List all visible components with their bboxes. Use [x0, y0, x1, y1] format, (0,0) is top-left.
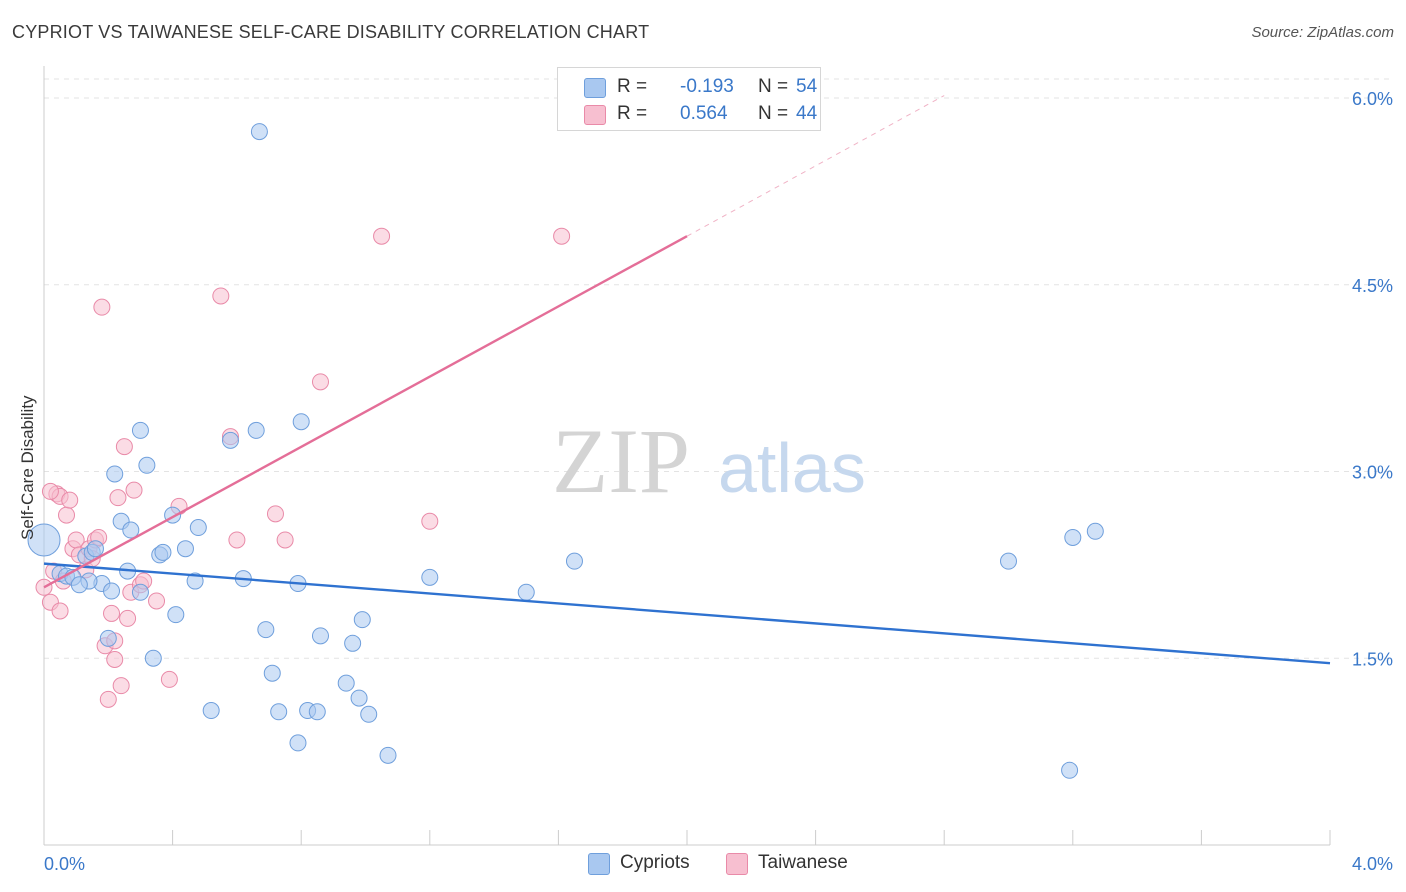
- data-point-taiwanese: [276, 531, 294, 549]
- data-point-cypriots: [263, 664, 281, 682]
- data-point-cypriots: [350, 689, 368, 707]
- data-point-taiwanese: [228, 531, 246, 549]
- legend-label-cypriots: Cypriots: [620, 852, 690, 873]
- data-point-taiwanese: [99, 690, 117, 708]
- legend-r-value: -0.193: [680, 76, 734, 97]
- data-point-taiwanese: [212, 287, 230, 305]
- data-point-taiwanese: [109, 489, 127, 507]
- y-tick-label: 3.0%: [1352, 463, 1393, 483]
- data-point-cypriots: [167, 606, 185, 624]
- data-point-cypriots: [421, 568, 439, 586]
- data-point-cypriots: [337, 674, 355, 692]
- legend-swatch-taiwanese: [584, 105, 606, 125]
- data-point-cypriots: [360, 705, 378, 723]
- data-point-cypriots: [517, 583, 535, 601]
- data-point-cypriots: [202, 702, 220, 720]
- trend-line-cypriots: [43, 562, 1331, 665]
- data-point-taiwanese: [160, 670, 178, 688]
- chart-title: CYPRIOT VS TAIWANESE SELF-CARE DISABILIT…: [12, 22, 650, 42]
- data-point-taiwanese: [373, 227, 391, 245]
- data-point-cypriots: [270, 703, 288, 721]
- data-point-cypriots: [344, 634, 362, 652]
- series-cypriots-points: [27, 123, 1104, 779]
- data-point-cypriots: [1061, 761, 1079, 779]
- data-point-cypriots: [353, 611, 371, 629]
- data-point-taiwanese: [112, 677, 130, 695]
- legend-n-label: N =: [758, 76, 789, 97]
- data-point-taiwanese: [553, 227, 571, 245]
- data-point-taiwanese: [421, 512, 439, 530]
- data-point-taiwanese: [93, 298, 111, 316]
- legend-n-label: N =: [758, 103, 789, 124]
- data-point-taiwanese: [266, 505, 284, 523]
- watermark: ZIP atlas: [552, 410, 866, 512]
- data-point-cypriots: [131, 421, 149, 439]
- y-tick-label: 1.5%: [1352, 649, 1393, 669]
- tick-labels: 1.5% 3.0% 4.5% 6.0% 0.0% 4.0%: [44, 89, 1393, 874]
- data-point-cypriots: [292, 413, 310, 431]
- y-tick-label: 6.0%: [1352, 89, 1393, 109]
- data-point-cypriots: [86, 540, 104, 558]
- data-point-cypriots: [221, 431, 239, 449]
- data-point-cypriots: [379, 746, 397, 764]
- watermark-atlas: atlas: [718, 429, 866, 507]
- x-tick-label: 4.0%: [1352, 854, 1393, 874]
- data-point-cypriots: [565, 552, 583, 570]
- data-point-cypriots: [154, 543, 172, 561]
- data-point-cypriots: [138, 456, 156, 474]
- trend-line-taiwanese: [686, 95, 945, 237]
- data-point-taiwanese: [311, 373, 329, 391]
- data-point-taiwanese: [51, 602, 69, 620]
- data-point-cypriots: [122, 521, 140, 539]
- data-point-cypriots: [289, 734, 307, 752]
- data-point-cypriots: [189, 519, 207, 537]
- data-point-cypriots: [27, 523, 61, 557]
- data-point-taiwanese: [61, 491, 79, 509]
- data-point-cypriots: [186, 572, 204, 590]
- data-point-cypriots: [144, 649, 162, 667]
- trend-line-taiwanese: [43, 235, 688, 589]
- legend-label-taiwanese: Taiwanese: [758, 852, 848, 873]
- legend-swatch-taiwanese: [726, 853, 748, 875]
- data-point-taiwanese: [58, 506, 76, 524]
- data-point-cypriots: [311, 627, 329, 645]
- data-point-taiwanese: [119, 609, 137, 627]
- legend-r-label: R =: [617, 76, 648, 97]
- data-point-taiwanese: [106, 650, 124, 668]
- legend-r-value: 0.564: [680, 103, 728, 124]
- correlation-legend: R = -0.193 N = 54 R = 0.564 N = 44: [557, 67, 821, 131]
- data-point-cypriots: [176, 540, 194, 558]
- chart-source: Source: ZipAtlas.com: [1251, 24, 1394, 41]
- data-point-taiwanese: [148, 592, 166, 610]
- data-point-cypriots: [1064, 528, 1082, 546]
- trend-lines: [43, 95, 1331, 665]
- data-point-cypriots: [247, 421, 265, 439]
- y-tick-label: 4.5%: [1352, 276, 1393, 296]
- data-point-taiwanese: [125, 481, 143, 499]
- data-point-cypriots: [1000, 552, 1017, 570]
- legend-n-value: 54: [796, 76, 818, 97]
- legend-r-label: R =: [617, 103, 648, 124]
- data-point-cypriots: [257, 621, 275, 639]
- x-tick-label: 0.0%: [44, 854, 85, 874]
- legend-swatch-cypriots: [588, 853, 610, 875]
- data-point-cypriots: [308, 703, 326, 721]
- data-point-cypriots: [1086, 522, 1104, 540]
- y-axis-label: Self-Care Disability: [18, 395, 37, 540]
- data-point-cypriots: [103, 582, 121, 600]
- axes: [43, 66, 1331, 846]
- data-point-cypriots: [106, 465, 124, 483]
- data-point-cypriots: [99, 629, 117, 647]
- data-point-taiwanese: [41, 482, 59, 500]
- data-point-taiwanese: [115, 438, 133, 456]
- data-point-cypriots: [70, 576, 88, 594]
- watermark-zip: ZIP: [552, 410, 690, 512]
- data-point-cypriots: [131, 583, 149, 601]
- legend-swatch-cypriots: [584, 78, 606, 98]
- data-point-taiwanese: [103, 604, 121, 622]
- data-point-cypriots: [250, 123, 268, 141]
- legend-n-value: 44: [796, 103, 818, 124]
